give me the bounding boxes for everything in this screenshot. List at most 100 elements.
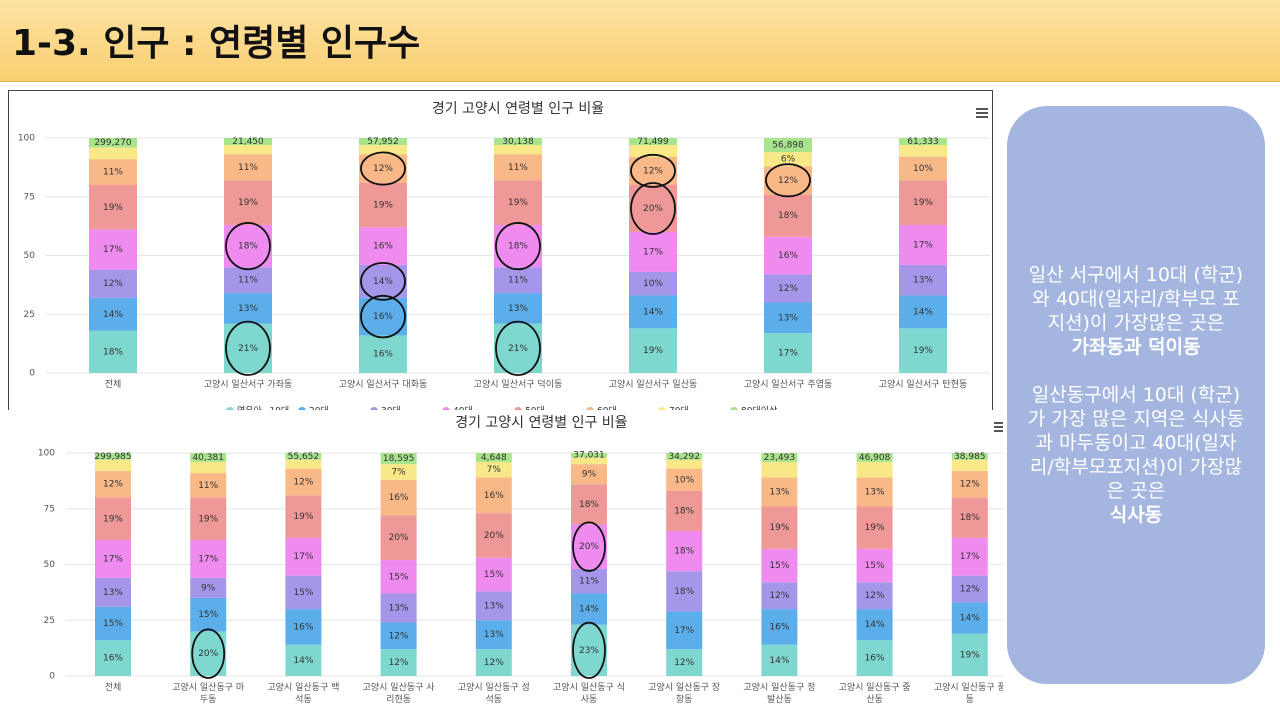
- data-label: 17%: [198, 554, 218, 564]
- data-label: 16%: [103, 654, 123, 664]
- bar-segment: [475, 461, 512, 478]
- x-tick-label: 고양시 일산동구 식사동: [553, 683, 625, 705]
- bar-segment: [666, 468, 703, 491]
- slide-title: 1-3. 인구 : 연령별 인구수: [12, 23, 421, 64]
- bar-segment: [761, 644, 798, 676]
- bar-segment: [951, 633, 988, 676]
- bar-segment: [571, 457, 607, 465]
- bar-segment: [764, 274, 812, 303]
- data-label: 16%: [373, 312, 393, 322]
- bar-segment: [571, 464, 607, 485]
- data-label: 14%: [643, 307, 663, 317]
- bar-segment: [571, 484, 607, 525]
- bar-segment: [571, 593, 607, 625]
- data-label: 18%: [579, 500, 599, 510]
- bar-segment: [190, 597, 227, 632]
- data-label: 19%: [865, 523, 885, 533]
- bar-segment: [951, 459, 988, 471]
- data-label: 7%: [487, 465, 502, 475]
- data-label: 15%: [198, 610, 218, 620]
- bar-segment: [494, 267, 542, 294]
- data-label: 12%: [373, 164, 393, 174]
- legend-label: 영유아~10대: [237, 406, 289, 413]
- bar-segment: [899, 180, 947, 225]
- bar-segment: [494, 138, 542, 146]
- data-label: 20%: [643, 204, 663, 214]
- bar-segment: [380, 479, 417, 516]
- bar-segment: [224, 138, 272, 146]
- bar-segment: [856, 477, 893, 507]
- x-tick-label: 고양시 일산동구 사리현동: [362, 683, 435, 705]
- data-label: 21%: [508, 344, 528, 354]
- y-tick-label: 50: [24, 251, 36, 261]
- bar-segment: [95, 640, 131, 676]
- bar-segment: [951, 497, 988, 538]
- bar-segment: [475, 620, 512, 650]
- data-label: 14%: [960, 614, 980, 624]
- bar-segment: [494, 145, 542, 155]
- bar-segment: [380, 560, 417, 594]
- bar-segment: [95, 577, 131, 607]
- bar-segment: [951, 602, 988, 634]
- bar-segment: [224, 293, 272, 324]
- bar-segment: [899, 328, 947, 373]
- highlight-ring: [225, 222, 271, 271]
- data-label: 19%: [508, 198, 528, 208]
- highlight-ring: [495, 222, 541, 271]
- bar-segment: [494, 154, 542, 181]
- bar-segment: [571, 568, 607, 594]
- bar-segment: [475, 591, 512, 621]
- data-label: 16%: [293, 622, 313, 632]
- bar-segment: [856, 461, 893, 478]
- data-label: 10%: [643, 279, 663, 289]
- total-label: 57,952: [367, 137, 399, 147]
- bar-segment: [95, 470, 131, 498]
- bar-segment: [899, 138, 947, 146]
- data-label: 12%: [103, 480, 123, 490]
- bar-segment: [380, 453, 417, 465]
- bar-segment: [380, 593, 417, 623]
- data-label: 14%: [373, 277, 393, 287]
- data-label: 19%: [198, 514, 218, 524]
- y-tick-label: 100: [18, 134, 35, 144]
- bar-segment: [494, 180, 542, 225]
- bar-segment: [89, 138, 137, 148]
- bar-segment: [899, 264, 947, 296]
- data-label: 15%: [293, 588, 313, 598]
- y-tick-label: 100: [38, 449, 55, 459]
- data-label: 21%: [238, 344, 258, 354]
- note-paragraph: 일산 서구에서 10대 (학군)와 40대(일자리/학부모 포지션)이 가장많은…: [1025, 263, 1247, 359]
- data-label: 16%: [778, 251, 798, 261]
- data-label: 15%: [389, 572, 409, 582]
- bar-segment: [285, 468, 322, 496]
- data-label: 18%: [508, 242, 528, 252]
- data-label: 15%: [484, 570, 504, 580]
- total-label: 55,652: [288, 452, 320, 462]
- data-label: 13%: [865, 488, 885, 498]
- bar-segment: [951, 453, 988, 460]
- bar-segment: [95, 497, 131, 540]
- data-label: 14%: [913, 307, 933, 317]
- data-label: 11%: [238, 163, 258, 173]
- bar-segment: [89, 229, 137, 270]
- bar-segment: [285, 575, 322, 610]
- total-label: 21,450: [232, 137, 264, 147]
- bar-segment: [89, 147, 137, 160]
- data-label: 11%: [508, 276, 528, 286]
- data-label: 10%: [913, 164, 933, 174]
- x-tick-label: 고양시 일산서구 덕이동: [473, 380, 563, 390]
- data-label: 11%: [579, 577, 599, 587]
- data-label: 12%: [960, 480, 980, 490]
- legend-label: 30대: [381, 406, 401, 413]
- data-label: 20%: [389, 533, 409, 543]
- data-label: 19%: [769, 523, 789, 533]
- bar-segment: [899, 145, 947, 157]
- x-tick-label: 고양시 일산동구 마두동: [172, 683, 245, 705]
- bar-segment: [899, 295, 947, 329]
- chart-panel: 경기 고양시 연령별 인구 비율 0 25 50 75 100 16% 15% 13% 17% 19…: [8, 410, 1003, 720]
- data-label: 19%: [373, 200, 393, 210]
- bar-segment: [190, 461, 227, 474]
- bar-segment: [951, 575, 988, 603]
- bar-segment: [764, 138, 812, 153]
- data-label: 16%: [865, 654, 885, 664]
